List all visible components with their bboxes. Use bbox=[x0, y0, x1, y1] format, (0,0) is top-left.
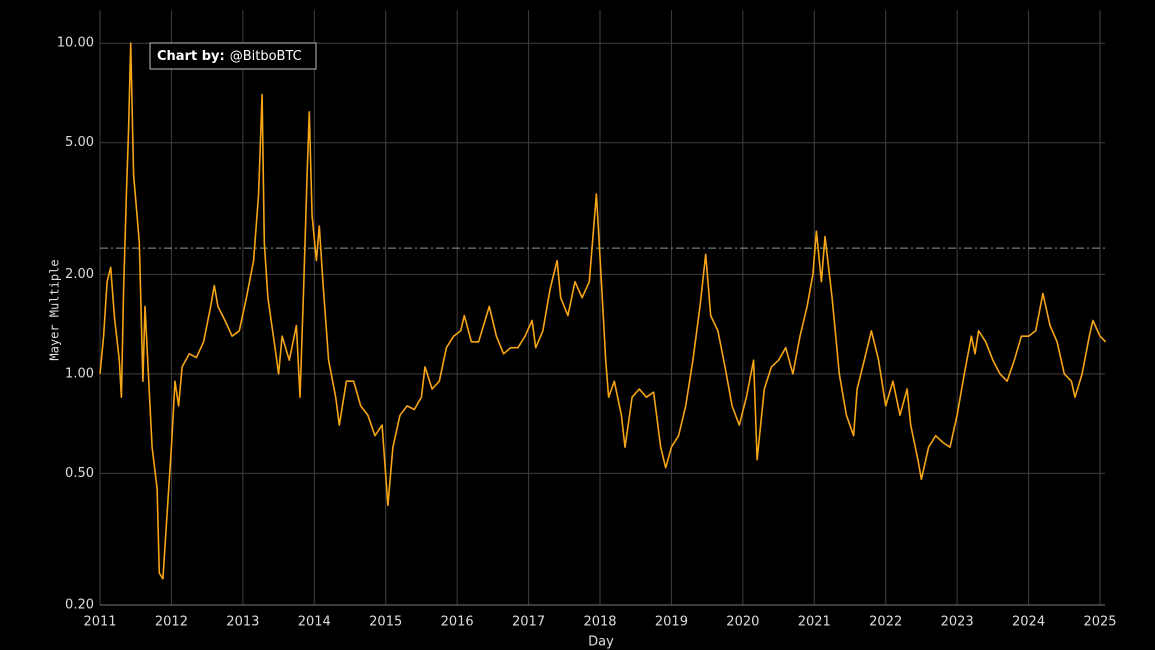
x-tick-label: 2016 bbox=[441, 615, 474, 630]
x-tick-label: 2017 bbox=[512, 615, 545, 630]
x-tick-label: 2022 bbox=[869, 615, 902, 630]
y-tick-label: 0.20 bbox=[65, 598, 94, 613]
y-tick-label: 0.50 bbox=[65, 466, 94, 481]
x-tick-label: 2021 bbox=[798, 615, 831, 630]
x-tick-label: 2024 bbox=[1012, 615, 1045, 630]
x-tick-label: 2013 bbox=[226, 615, 259, 630]
x-tick-label: 2020 bbox=[726, 615, 759, 630]
y-tick-label: 10.00 bbox=[57, 36, 94, 51]
x-tick-label: 2014 bbox=[298, 615, 331, 630]
y-tick-label: 2.00 bbox=[65, 267, 94, 282]
y-tick-label: 1.00 bbox=[65, 366, 94, 381]
x-tick-label: 2023 bbox=[941, 615, 974, 630]
x-tick-label: 2011 bbox=[83, 615, 116, 630]
x-tick-label: 2025 bbox=[1083, 615, 1116, 630]
annotation-label: Chart by: bbox=[157, 49, 225, 64]
y-tick-label: 5.00 bbox=[65, 135, 94, 150]
y-axis-label: Mayer Multiple bbox=[48, 259, 62, 360]
data-line bbox=[99, 42, 1107, 580]
annotation-box bbox=[149, 42, 317, 70]
x-tick-label: 2018 bbox=[583, 615, 616, 630]
annotation-text: @BitboBTC bbox=[230, 49, 302, 64]
x-axis-label: Day bbox=[588, 635, 614, 650]
x-tick-label: 2019 bbox=[655, 615, 688, 630]
annotation: Chart by: @BitboBTC bbox=[157, 49, 302, 64]
x-tick-label: 2015 bbox=[369, 615, 402, 630]
x-tick-label: 2012 bbox=[155, 615, 188, 630]
